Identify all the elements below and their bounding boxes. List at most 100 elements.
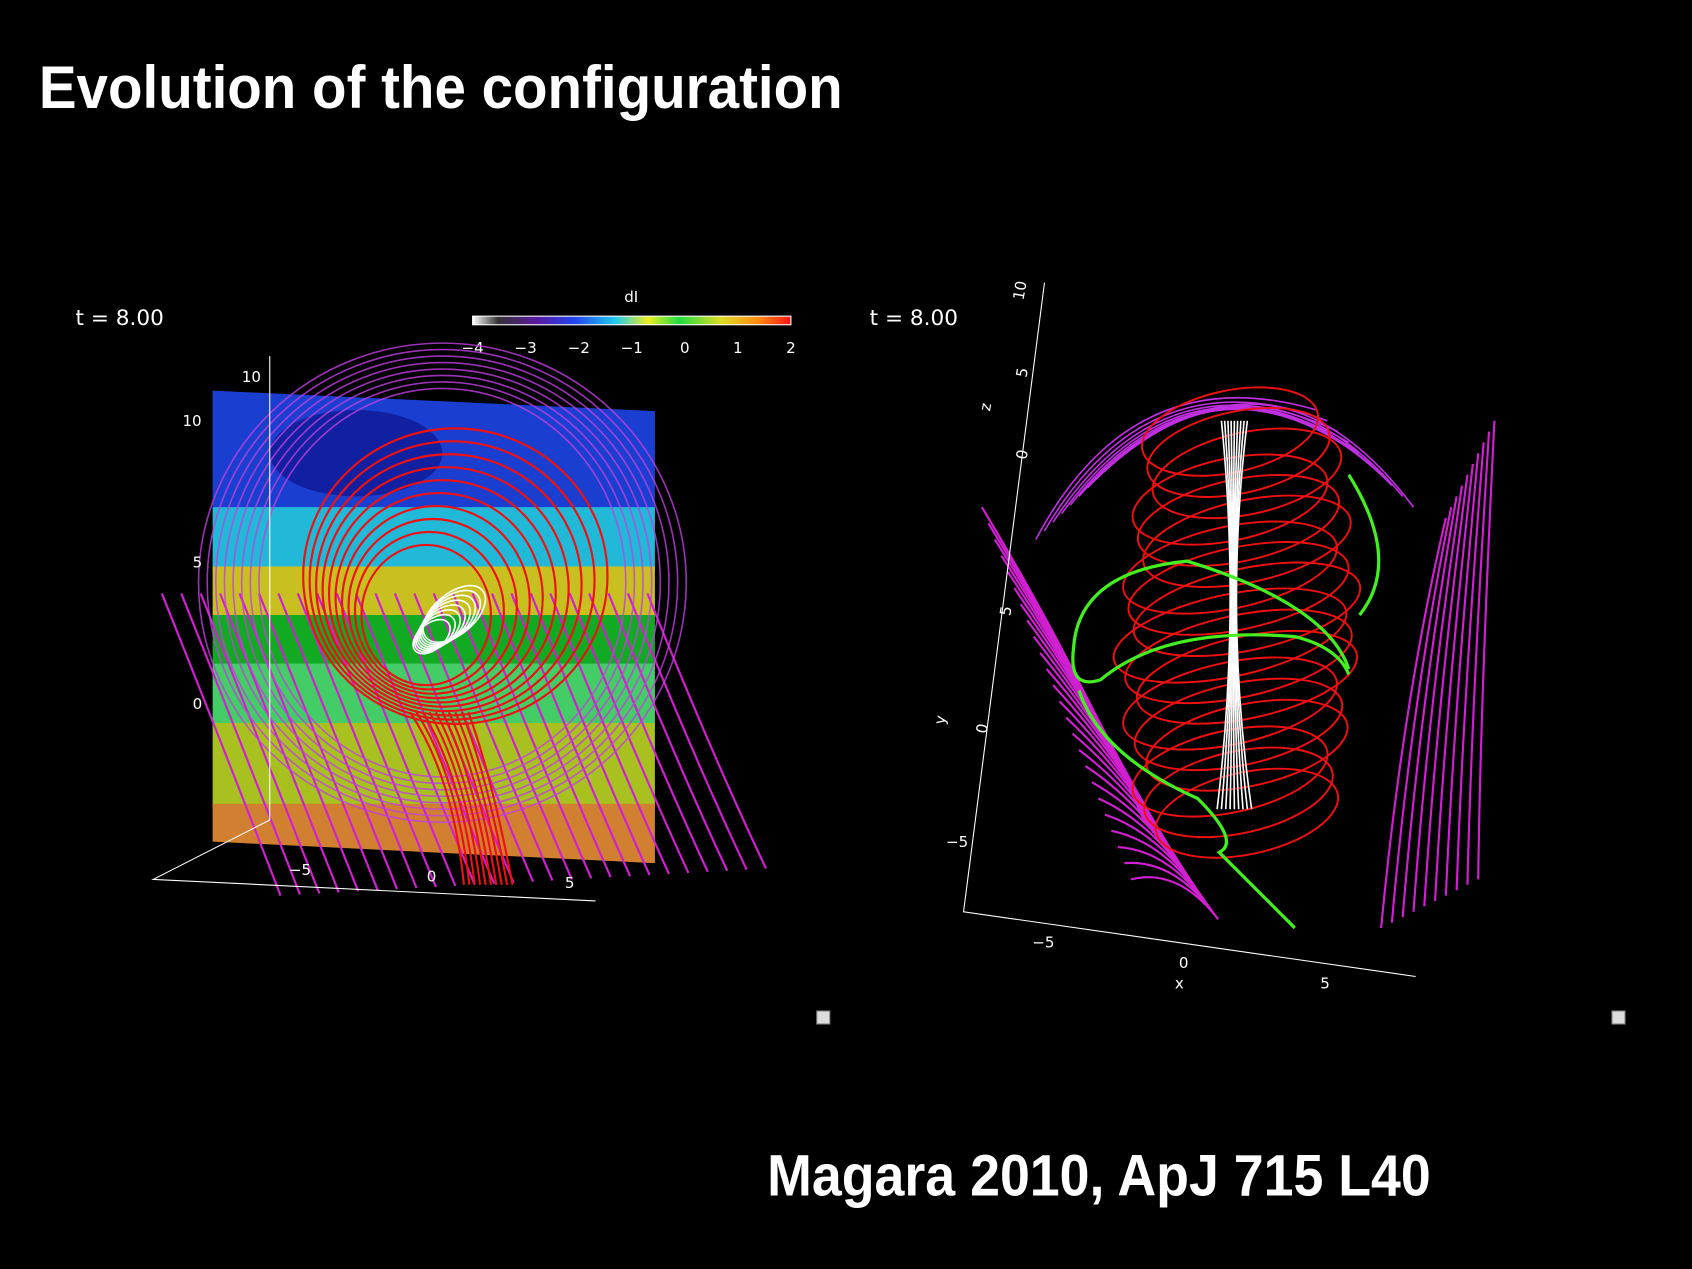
field-line <box>214 355 670 811</box>
field-line <box>308 440 596 721</box>
colorbar-tick: 0 <box>680 339 690 357</box>
axis-tick: 5 <box>996 605 1015 618</box>
field-line <box>1071 473 1381 930</box>
field-line <box>1477 420 1496 880</box>
axis-tick: 5 <box>193 554 203 572</box>
field-line <box>328 479 557 708</box>
field-line <box>1235 420 1253 810</box>
axis-tick: −5 <box>289 861 311 879</box>
field-line <box>432 593 554 881</box>
axes <box>962 282 1416 978</box>
field-line <box>334 492 544 704</box>
field-line <box>296 593 418 889</box>
field-line <box>646 593 768 870</box>
field-line <box>607 593 729 872</box>
field-line <box>1380 517 1447 929</box>
field-line <box>277 593 399 890</box>
field-line <box>360 543 493 687</box>
field-line <box>206 348 679 817</box>
field-line <box>223 361 662 804</box>
colorbar-label: dI <box>624 288 638 306</box>
field-line <box>413 593 535 882</box>
axis-tick: 5 <box>565 874 575 892</box>
field-line <box>1466 431 1491 885</box>
field-line <box>160 593 282 896</box>
field-line <box>302 427 609 726</box>
time-label: t = 8.00 <box>76 306 164 331</box>
blob <box>269 410 443 497</box>
field-lines <box>980 386 1496 930</box>
field-line <box>232 368 653 798</box>
axis-tick: 5 <box>1320 974 1330 992</box>
field-line <box>199 593 321 894</box>
field-line <box>249 381 636 785</box>
field-line <box>219 593 340 893</box>
field-line <box>1113 403 1415 508</box>
field-line <box>460 711 509 885</box>
field-line <box>1151 427 1343 520</box>
field-line <box>1401 496 1458 918</box>
axis-tick: 0 <box>973 722 992 735</box>
slide-title: Evolution of the configuration <box>39 53 843 121</box>
field-line <box>1131 453 1329 546</box>
field-line <box>510 593 632 877</box>
field-line <box>347 517 518 695</box>
colorbar-tick: −4 <box>461 339 483 357</box>
axis-label: y <box>931 714 950 726</box>
field-line <box>316 593 437 888</box>
field-line <box>1143 746 1334 839</box>
field-line <box>415 711 471 885</box>
depth-tick: 10 <box>242 368 261 386</box>
field-line <box>1130 876 1220 920</box>
field-line <box>1122 520 1338 615</box>
field-line <box>452 593 573 880</box>
field-line <box>1146 406 1331 498</box>
field-line <box>1412 485 1464 912</box>
axis-label: x <box>1175 974 1184 992</box>
band <box>212 507 655 572</box>
field-line <box>1035 397 1317 540</box>
axis-tick: 10 <box>1010 279 1031 301</box>
field-line <box>1444 453 1480 896</box>
right-simulation: t = 8.00 z 10 5 0 y 5 0 −5 −5 0 5 x <box>870 279 1496 992</box>
field-line <box>588 593 709 873</box>
field-line <box>197 342 688 824</box>
axis-label: z <box>976 401 995 412</box>
field-line <box>422 711 476 885</box>
field-line <box>428 711 482 885</box>
axis-tick: 10 <box>182 412 201 430</box>
field-lines <box>160 342 768 896</box>
field-line <box>1423 474 1469 907</box>
field-line <box>1131 725 1329 818</box>
axis-tick: −5 <box>1032 933 1054 951</box>
field-line <box>568 593 690 874</box>
colorbar-tick: −1 <box>621 339 643 357</box>
field-line <box>240 374 644 791</box>
field-line <box>454 711 503 885</box>
field-line <box>626 593 748 871</box>
field-line <box>409 711 466 885</box>
axis-tick: 0 <box>193 695 203 713</box>
field-line <box>180 593 301 895</box>
axis-tick: 0 <box>1179 954 1189 972</box>
colorbar-tick: −3 <box>515 339 537 357</box>
field-line <box>1455 442 1485 891</box>
field-line <box>315 453 583 717</box>
time-label: t = 8.00 <box>870 306 958 331</box>
axis-tick: 0 <box>427 868 437 886</box>
axis-tick: 0 <box>1013 448 1032 461</box>
axis-tick: −5 <box>946 833 968 851</box>
field-line <box>1390 506 1453 923</box>
field-line <box>434 711 487 885</box>
field-line <box>467 711 514 885</box>
field-line <box>340 504 531 700</box>
colorbar-tick: 1 <box>733 339 743 357</box>
colorbar-tick: −2 <box>568 339 590 357</box>
field-line <box>447 711 498 885</box>
colorbar <box>472 315 792 326</box>
media-icon[interactable] <box>816 1010 831 1025</box>
media-icon[interactable] <box>1611 1010 1626 1025</box>
field-line <box>441 711 493 885</box>
citation: Magara 2010, ApJ 715 L40 <box>767 1144 1431 1209</box>
